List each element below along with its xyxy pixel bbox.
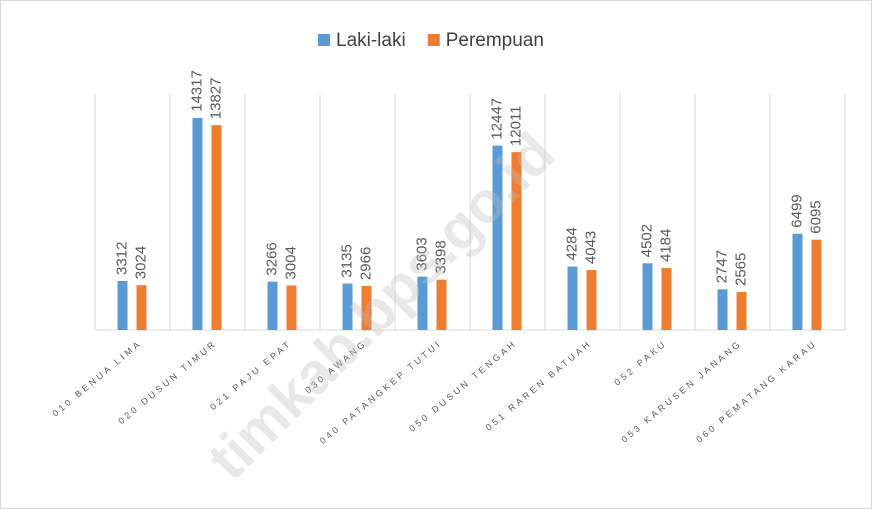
value-label: 3603 [413, 237, 430, 270]
value-label: 3135 [338, 244, 355, 277]
bar [136, 285, 147, 330]
value-label: 4043 [582, 231, 599, 264]
bar [586, 270, 597, 330]
value-label: 2966 [357, 247, 374, 280]
value-label: 13827 [207, 77, 224, 119]
value-label: 4502 [638, 224, 655, 257]
bar [361, 286, 372, 330]
legend-swatch [427, 34, 440, 46]
value-label: 3266 [263, 242, 280, 275]
bar [286, 285, 297, 330]
bar [417, 276, 428, 330]
value-label: 2747 [713, 250, 730, 283]
bar [342, 283, 353, 330]
value-label: 6499 [788, 194, 805, 227]
value-label: 3312 [113, 242, 130, 275]
bar [192, 117, 203, 330]
value-label: 12447 [488, 98, 505, 140]
value-label: 12011 [507, 105, 524, 146]
value-label: 4184 [657, 229, 674, 262]
bar [661, 268, 672, 330]
bar [642, 263, 653, 330]
value-label: 14317 [188, 70, 205, 112]
bar [211, 125, 222, 330]
bar [717, 289, 728, 330]
bar [511, 152, 522, 330]
legend-label: Perempuan [446, 30, 544, 51]
bar [811, 239, 822, 330]
bar [492, 145, 503, 330]
value-label: 3398 [432, 240, 449, 273]
bar [117, 280, 128, 330]
bar [267, 281, 278, 330]
value-label: 3024 [132, 246, 149, 279]
value-label: 3004 [282, 246, 299, 279]
value-label: 4284 [563, 227, 580, 260]
legend-label: Laki-laki [336, 30, 406, 51]
bar [736, 292, 747, 330]
legend-swatch [318, 34, 330, 46]
value-label: 2565 [732, 253, 749, 286]
value-label: 6095 [807, 200, 824, 233]
bar [436, 279, 447, 330]
bar [792, 233, 803, 330]
bar [567, 266, 578, 330]
